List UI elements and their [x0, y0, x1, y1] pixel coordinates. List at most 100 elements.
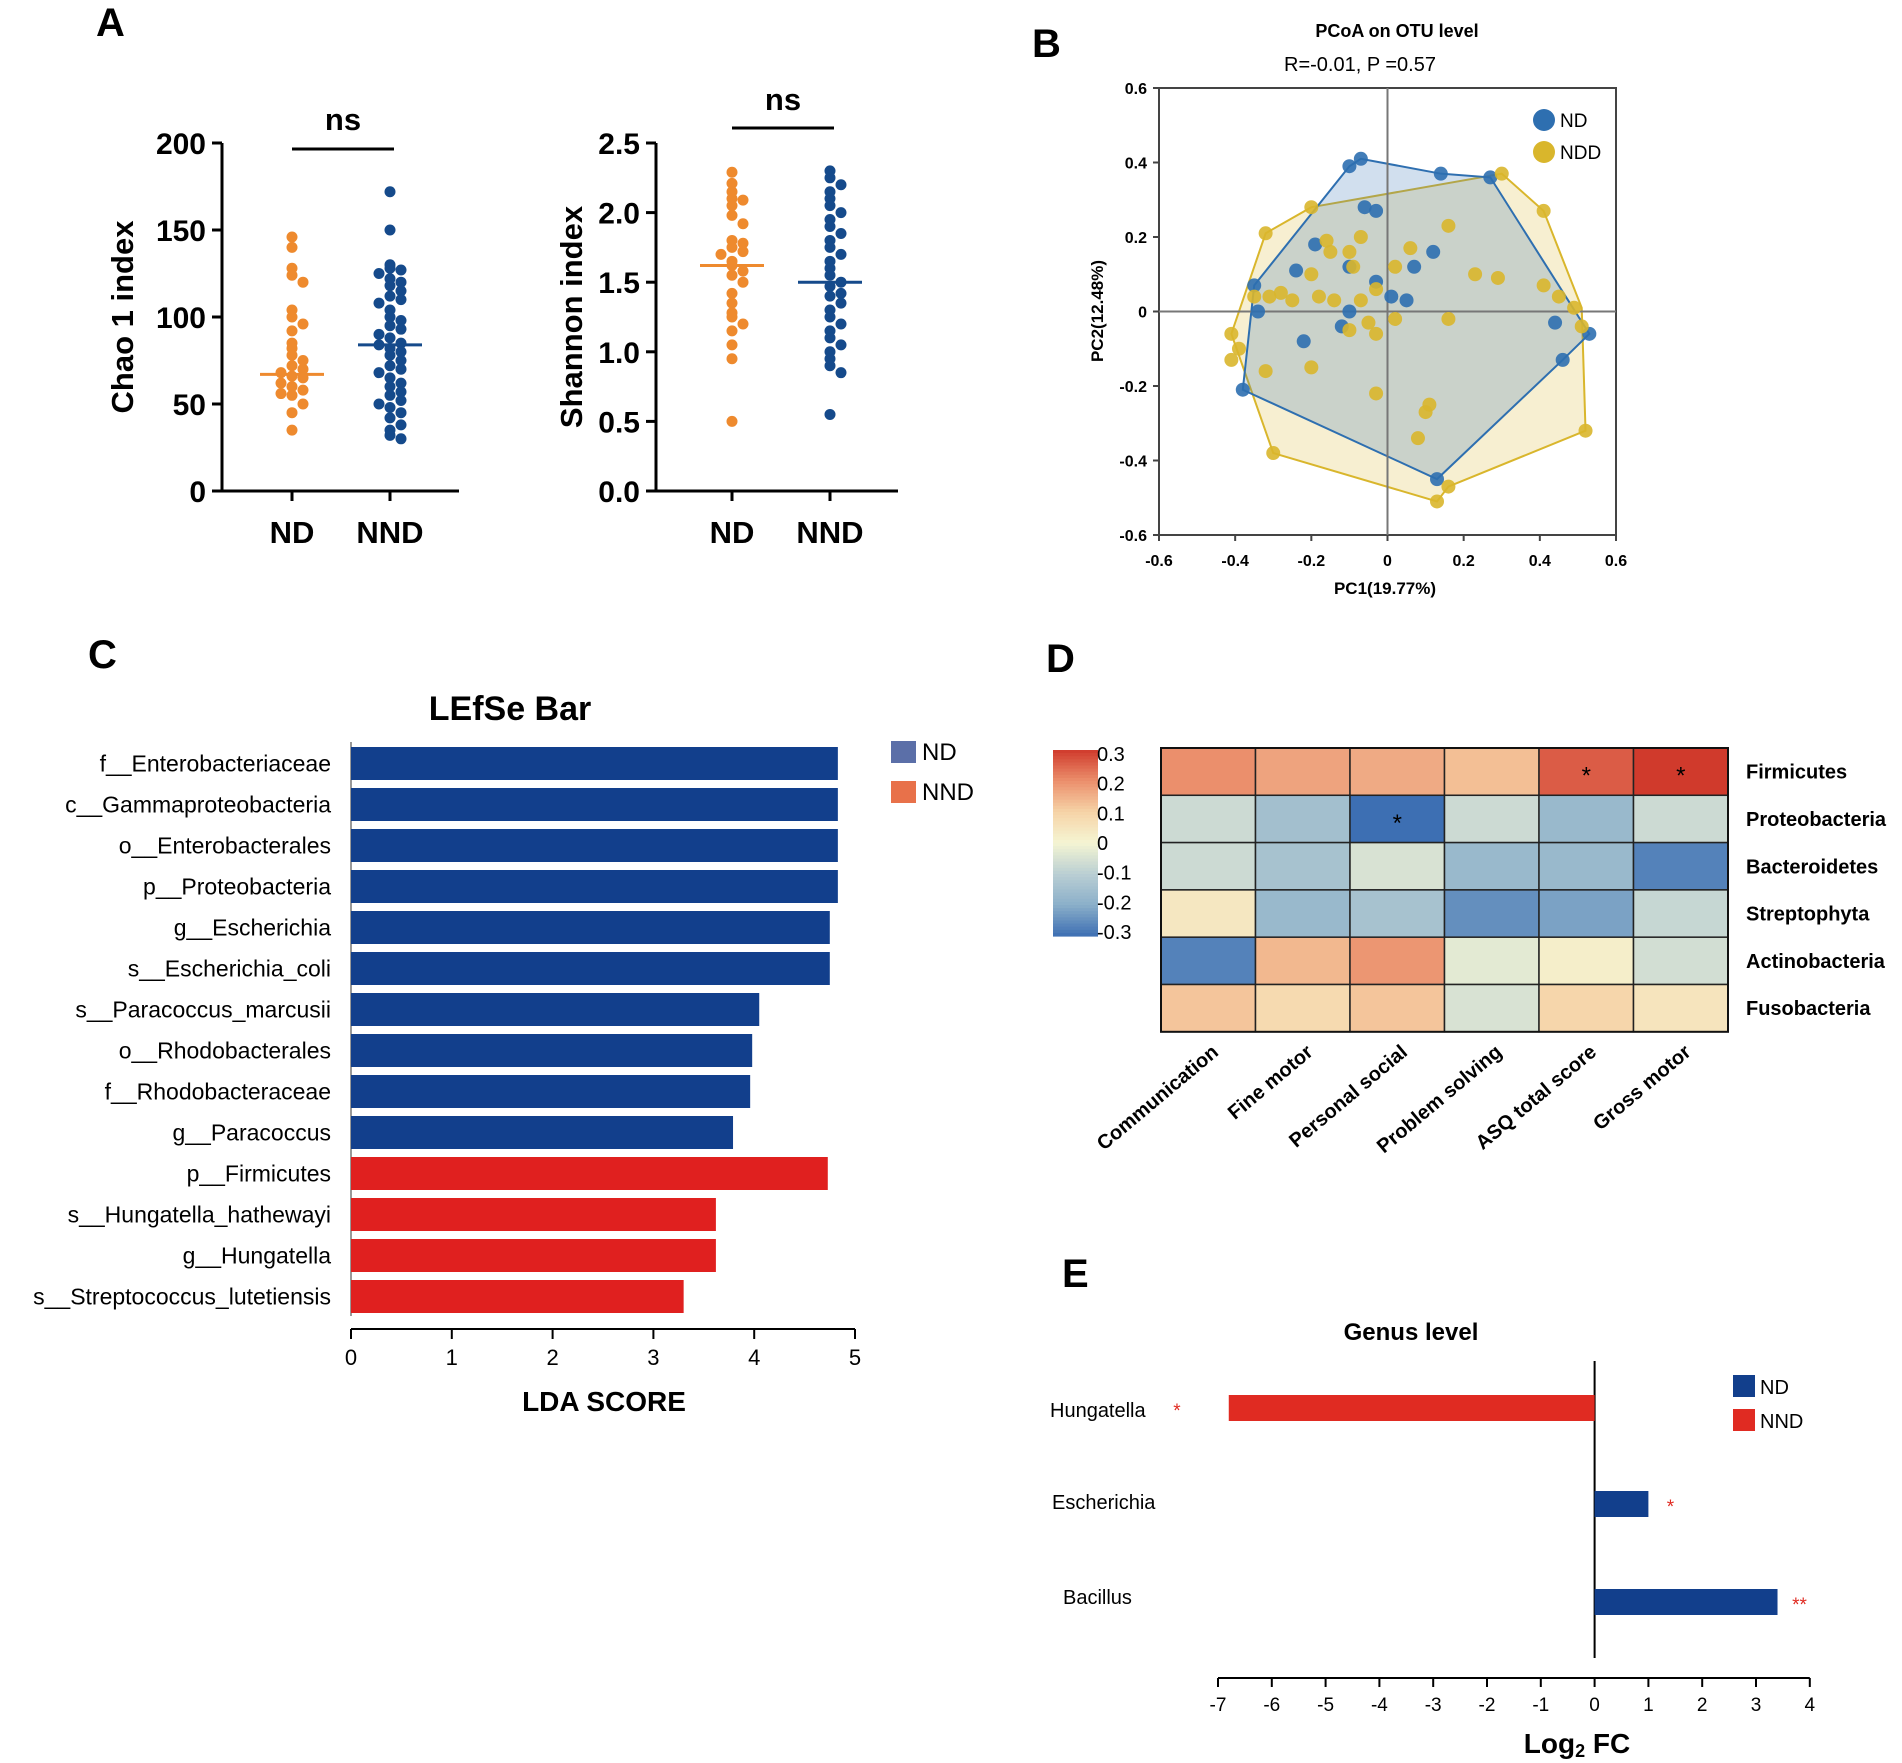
data-point — [737, 318, 749, 330]
data-point — [395, 276, 407, 288]
colorbar-segment — [1053, 905, 1098, 909]
ndd-point — [1304, 200, 1319, 215]
genus-xlabel: Log2 FC — [1524, 1728, 1630, 1761]
colorbar-segment — [1053, 833, 1098, 838]
data-point — [384, 311, 396, 323]
colorbar-segment — [1053, 908, 1098, 912]
data-point — [286, 381, 298, 393]
colorbar-segment — [1053, 787, 1098, 791]
pcoa-plot: -0.6 -0.4 -0.2 0 0.2 0.4 0.6 -0.6 -0.4 -0.2 0 0.2 0.… — [1119, 81, 1627, 570]
lefse-bar-label: s__Hungatella_hathewayi — [68, 1202, 331, 1228]
data-point — [737, 194, 749, 206]
ndd-point — [1441, 218, 1456, 233]
data-point — [286, 407, 298, 419]
data-point — [297, 384, 309, 396]
colorbar-segment — [1053, 771, 1098, 776]
ndd-point — [1361, 315, 1376, 330]
data-point — [726, 325, 738, 337]
lefse-bar-label: p__Proteobacteria — [143, 874, 331, 900]
data-point — [395, 355, 407, 366]
heatmap-cell — [1632, 983, 1729, 1033]
colorbar-segment — [1053, 846, 1098, 850]
data-point — [726, 166, 738, 178]
ndd-point — [1490, 270, 1505, 285]
x-category-label: ND — [270, 515, 315, 550]
data-point — [726, 287, 738, 299]
colorbar-segment — [1053, 799, 1098, 804]
nd-point — [1289, 263, 1304, 278]
colorbar-segment — [1053, 808, 1098, 813]
colorbar-segment — [1053, 886, 1098, 891]
lefse-bar — [351, 1198, 716, 1231]
data-point — [737, 276, 749, 288]
pcoa-xlabel: PC1(19.77%) — [1334, 579, 1436, 598]
ndd-point — [1536, 278, 1551, 293]
data-point — [737, 246, 749, 258]
data-point — [384, 389, 396, 401]
nd-point — [1483, 170, 1498, 185]
nd-point — [1426, 244, 1441, 259]
data-point — [275, 377, 287, 389]
legend-ndd-marker — [1533, 141, 1555, 163]
y-tick-label: 0.2 — [1125, 230, 1147, 247]
genus-xlabel-base: Log — [1524, 1728, 1575, 1759]
genus-legend-nnd-swatch — [1733, 1409, 1755, 1431]
data-point — [824, 172, 836, 184]
data-point — [384, 280, 396, 292]
nd-point — [1296, 334, 1311, 349]
data-point — [384, 372, 396, 384]
heatmap-col-label: Fine motor — [1224, 1041, 1317, 1124]
data-point — [835, 207, 847, 219]
data-point — [737, 265, 749, 277]
genus-bar-label: Hungatella — [1050, 1400, 1147, 1422]
y-tick-label: 0.6 — [1125, 81, 1147, 98]
ndd-point — [1247, 289, 1262, 304]
x-tick-label: 4 — [748, 1345, 760, 1370]
lefse-bar-label: c__Gammaproteobacteria — [65, 792, 331, 818]
colorbar-segment — [1053, 793, 1098, 798]
lefse-bar-chart: f__Enterobacteriaceae c__Gammaproteobacte… — [33, 742, 861, 1370]
panel-e-label: E — [1062, 1252, 1089, 1296]
data-point — [824, 290, 836, 302]
colorbar-segment — [1053, 756, 1098, 760]
genus-bar-label: Escherichia — [1052, 1492, 1156, 1514]
heatmap-cell — [1160, 794, 1257, 844]
colorbar-segment — [1053, 843, 1098, 847]
data-point — [297, 318, 309, 330]
heatmap-cell — [1349, 936, 1446, 986]
heatmap-cell — [1443, 747, 1540, 797]
data-point — [824, 311, 836, 323]
ndd-point — [1430, 494, 1445, 509]
y-tick-label: 200 — [156, 128, 206, 161]
ndd-point — [1574, 319, 1589, 334]
genus-legend: ND NND — [1733, 1375, 1803, 1433]
heatmap-cell — [1538, 936, 1635, 986]
colorbar-segment — [1053, 901, 1098, 906]
ndd-point — [1441, 311, 1456, 326]
data-point — [384, 290, 396, 302]
x-tick-label: 0 — [1383, 553, 1392, 570]
y-tick-label: 0.5 — [598, 406, 640, 439]
x-tick-label: 2 — [546, 1345, 558, 1370]
ndd-point — [1224, 352, 1239, 367]
dotplot-shannon: 0.0 0.5 1.0 1.5 2.0 2.5 Shannon index ND NND ns — [554, 82, 898, 550]
heatmap-cell — [1632, 794, 1729, 844]
data-point — [297, 276, 309, 288]
heatmap-cell — [1443, 936, 1540, 986]
genus-significance-star: * — [1173, 1401, 1181, 1422]
genus-legend-nd-swatch — [1733, 1375, 1755, 1397]
heatmap-cell — [1349, 983, 1446, 1033]
x-tick-label: 1 — [446, 1345, 458, 1370]
ndd-point — [1441, 479, 1456, 494]
data-point — [395, 264, 407, 276]
panel-b-label: B — [1032, 22, 1061, 66]
colorbar-segment — [1053, 923, 1098, 928]
lefse-legend-nnd-swatch — [891, 781, 916, 803]
nd-point — [1357, 200, 1372, 215]
data-point — [286, 360, 298, 372]
heatmap-cell — [1160, 889, 1257, 938]
lefse-legend-nd-label: ND — [922, 739, 957, 766]
ndd-point — [1224, 326, 1239, 341]
lefse-bar — [351, 870, 838, 903]
data-point — [835, 287, 847, 299]
